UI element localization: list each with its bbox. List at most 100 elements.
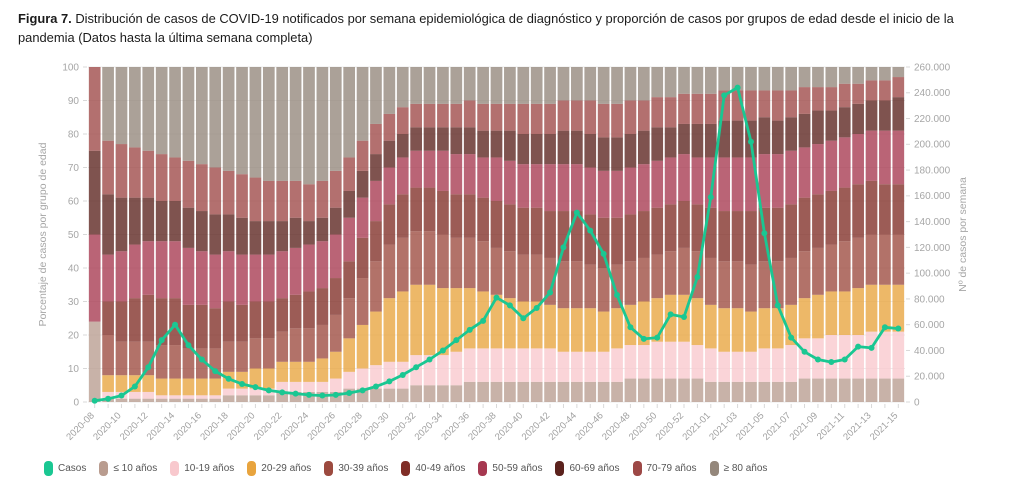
bar-segment[interactable]	[303, 361, 315, 382]
bar-segment[interactable]	[102, 375, 114, 392]
bar-segment[interactable]	[892, 130, 905, 185]
bar-segment[interactable]	[356, 170, 369, 198]
bar-segment[interactable]	[557, 261, 570, 309]
bar-segment[interactable]	[490, 381, 503, 402]
bar-segment[interactable]	[731, 157, 744, 212]
bar-segment[interactable]	[785, 381, 798, 402]
bar-segment[interactable]	[129, 391, 141, 399]
bar-segment[interactable]	[879, 234, 891, 285]
bar-segment[interactable]	[370, 311, 382, 366]
bar-segment[interactable]	[718, 120, 731, 158]
bar-segment[interactable]	[490, 201, 503, 248]
bar-segment[interactable]	[557, 308, 570, 352]
bar-segment[interactable]	[155, 67, 168, 155]
bar-segment[interactable]	[490, 247, 503, 295]
bar-segment[interactable]	[88, 234, 101, 322]
bar-segment[interactable]	[517, 67, 530, 104]
bar-segment[interactable]	[396, 134, 409, 158]
bar-segment[interactable]	[195, 164, 208, 212]
bar-segment[interactable]	[517, 134, 530, 165]
bar-segment[interactable]	[517, 207, 530, 255]
bar-segment[interactable]	[289, 381, 302, 392]
bar-segment[interactable]	[785, 150, 798, 205]
bar-segment[interactable]	[758, 308, 771, 349]
bar-segment[interactable]	[195, 67, 208, 165]
bar-segment[interactable]	[731, 120, 744, 158]
bar-segment[interactable]	[771, 154, 784, 208]
bar-segment[interactable]	[812, 294, 824, 339]
bar-segment[interactable]	[718, 381, 731, 402]
bar-segment[interactable]	[624, 134, 637, 168]
bar-segment[interactable]	[664, 251, 677, 295]
bar-segment[interactable]	[544, 381, 556, 402]
cases-line-point[interactable]	[399, 371, 406, 378]
bar-segment[interactable]	[477, 348, 489, 382]
bar-segment[interactable]	[745, 157, 757, 212]
bar-segment[interactable]	[289, 391, 302, 402]
bar-segment[interactable]	[169, 395, 181, 399]
bar-segment[interactable]	[544, 348, 556, 382]
bar-segment[interactable]	[517, 381, 530, 402]
cases-line-point[interactable]	[707, 194, 714, 201]
bar-segment[interactable]	[530, 301, 543, 349]
cases-line-point[interactable]	[239, 380, 246, 387]
bar-segment[interactable]	[798, 87, 811, 114]
bar-segment[interactable]	[450, 385, 463, 402]
bar-segment[interactable]	[396, 388, 409, 402]
bar-segment[interactable]	[557, 351, 570, 382]
bar-segment[interactable]	[584, 351, 597, 382]
bar-segment[interactable]	[396, 237, 409, 292]
bar-segment[interactable]	[798, 113, 811, 148]
cases-line-point[interactable]	[319, 392, 326, 399]
bar-segment[interactable]	[329, 351, 342, 379]
cases-line-point[interactable]	[172, 321, 179, 328]
bar-segment[interactable]	[704, 348, 717, 382]
bar-segment[interactable]	[383, 298, 396, 362]
bar-segment[interactable]	[517, 254, 530, 302]
bar-segment[interactable]	[88, 67, 101, 151]
bar-segment[interactable]	[597, 351, 610, 382]
bar-segment[interactable]	[691, 123, 704, 158]
bar-segment[interactable]	[838, 83, 851, 108]
bar-segment[interactable]	[477, 103, 489, 131]
bar-segment[interactable]	[169, 157, 181, 201]
bar-segment[interactable]	[664, 157, 677, 205]
bar-segment[interactable]	[142, 341, 155, 376]
bar-segment[interactable]	[477, 130, 489, 158]
bar-segment[interactable]	[209, 395, 222, 399]
bar-segment[interactable]	[182, 304, 195, 349]
bar-segment[interactable]	[423, 355, 436, 386]
bar-segment[interactable]	[276, 298, 289, 332]
bar-segment[interactable]	[544, 164, 556, 212]
bar-segment[interactable]	[852, 378, 864, 402]
bar-segment[interactable]	[276, 180, 289, 222]
bar-segment[interactable]	[892, 77, 905, 98]
bar-segment[interactable]	[289, 361, 302, 382]
bar-segment[interactable]	[544, 304, 556, 349]
bar-segment[interactable]	[758, 348, 771, 382]
bar-segment[interactable]	[704, 157, 717, 208]
bar-segment[interactable]	[704, 381, 717, 402]
bar-segment[interactable]	[812, 144, 824, 195]
bar-segment[interactable]	[879, 130, 891, 185]
cases-line-point[interactable]	[828, 359, 835, 366]
bar-segment[interactable]	[383, 388, 396, 402]
cases-line-point[interactable]	[881, 324, 888, 331]
bar-segment[interactable]	[115, 398, 128, 402]
bar-segment[interactable]	[624, 67, 637, 101]
bar-segment[interactable]	[343, 261, 356, 299]
bar-segment[interactable]	[597, 103, 610, 138]
bar-segment[interactable]	[437, 103, 449, 128]
bar-segment[interactable]	[142, 375, 155, 392]
bar-segment[interactable]	[343, 67, 356, 158]
bar-segment[interactable]	[798, 251, 811, 299]
bar-segment[interactable]	[142, 391, 155, 399]
bar-segment[interactable]	[597, 67, 610, 104]
bar-segment[interactable]	[691, 157, 704, 205]
bar-segment[interactable]	[450, 67, 463, 104]
cases-line-point[interactable]	[640, 335, 647, 342]
cases-line-point[interactable]	[734, 84, 741, 91]
bar-segment[interactable]	[249, 388, 262, 396]
bar-segment[interactable]	[571, 100, 583, 131]
bar-segment[interactable]	[155, 154, 168, 201]
